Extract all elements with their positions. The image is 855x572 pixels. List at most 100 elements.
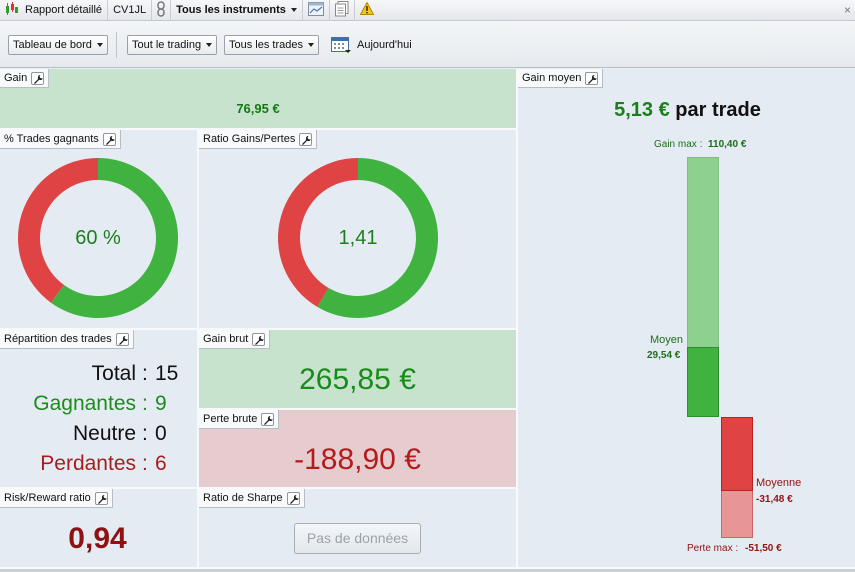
wrench-icon[interactable] <box>286 491 300 505</box>
gain-tab: Gain <box>0 69 50 88</box>
risk-reward-tab: Risk/Reward ratio <box>0 489 113 508</box>
chevron-down-icon <box>290 8 297 12</box>
calendar-icon <box>331 35 351 56</box>
gross-loss-tab: Perte brute <box>199 410 280 429</box>
total-label: Total <box>91 362 136 385</box>
close-icon[interactable]: × <box>843 3 851 17</box>
loss-sep: : <box>142 452 148 475</box>
chart-window-icon <box>307 1 324 19</box>
sharpe-title: Ratio de Sharpe <box>203 492 283 504</box>
neutral-value: 0 <box>155 422 167 445</box>
gross-gain-value: 265,85 € <box>299 363 416 396</box>
document-icon <box>334 0 349 20</box>
account-selector[interactable]: CV1JL <box>108 0 153 21</box>
max-gain-label: Gain max : <box>654 139 703 150</box>
loss-segment <box>278 158 358 307</box>
trades-label: Tous les trades <box>229 39 303 51</box>
account-label: CV1JL <box>113 4 147 16</box>
ratio-tab: Ratio Gains/Pertes <box>199 130 318 149</box>
win-segment <box>50 158 178 318</box>
gross-gain-tab: Gain brut <box>199 330 271 349</box>
risk-reward-panel: Risk/Reward ratio <box>0 489 199 569</box>
wrench-icon[interactable] <box>115 332 129 346</box>
loss-label: Perdantes <box>40 452 136 475</box>
win-sep: : <box>142 392 148 415</box>
wrench-icon[interactable] <box>94 491 108 505</box>
gross-gain-panel: Gain brut <box>199 330 518 410</box>
top-bar: Rapport détaillé CV1JL Tous les instrume… <box>0 0 855 21</box>
report-label: Rapport détaillé <box>25 4 103 16</box>
document-button[interactable] <box>330 0 355 21</box>
chevron-down-icon <box>307 43 314 48</box>
avg-label: Moyen <box>650 334 684 346</box>
gross-gain-title: Gain brut <box>203 333 249 345</box>
win-value: 9 <box>155 392 167 415</box>
gross-loss-value: -188,90 € <box>294 443 421 476</box>
avg-gain-bar <box>687 347 719 417</box>
total-sep: : <box>142 362 148 385</box>
gain-title: Gain <box>4 72 28 84</box>
date-selector[interactable]: Aujourd'hui <box>331 35 412 55</box>
gross-loss-panel: Perte brute <box>199 410 518 489</box>
no-data-button[interactable]: Pas de données <box>294 523 421 554</box>
risk-reward-title: Risk/Reward ratio <box>4 492 91 504</box>
trading-dropdown[interactable]: Tout le trading <box>127 35 218 55</box>
chain-link-icon <box>157 0 165 20</box>
detailed-report-tab[interactable]: Rapport détaillé <box>0 0 109 21</box>
dashboard-dropdown[interactable]: Tableau de bord <box>8 35 108 55</box>
gain-value: 76,95 € <box>236 101 280 116</box>
trading-label: Tout le trading <box>132 39 202 51</box>
bottom-scroll-strip <box>0 569 855 572</box>
repartition-tab: Répartition des trades <box>0 330 134 349</box>
trades-dropdown[interactable]: Tous les trades <box>224 35 319 55</box>
date-label: Aujourd'hui <box>357 39 412 51</box>
repartition-title: Répartition des trades <box>4 333 112 345</box>
avg-gain-headline: 5,13 € par trade <box>520 99 855 122</box>
wrench-icon[interactable] <box>261 412 275 426</box>
wrench-icon[interactable] <box>102 132 116 146</box>
wrench-icon[interactable] <box>31 71 45 85</box>
loss-segment <box>18 158 98 303</box>
win-pct-center-label: 60 % <box>75 227 121 249</box>
neutral-sep: : <box>142 422 148 445</box>
total-value: 15 <box>155 362 179 385</box>
wrench-icon[interactable] <box>252 332 266 346</box>
neutral-label: Neutre <box>72 422 136 445</box>
chevron-down-icon <box>206 43 213 48</box>
gain-segment <box>317 158 438 318</box>
ratio-donut <box>278 158 438 318</box>
dashboard-label: Tableau de bord <box>13 39 92 51</box>
wrench-icon[interactable] <box>299 132 313 146</box>
gain-panel: Gain <box>0 69 518 130</box>
instruments-label: Tous les instruments <box>176 4 286 16</box>
avg-loss-label: Moyenne <box>756 477 802 489</box>
repartition-panel: Répartition des trades <box>0 330 199 489</box>
warning-icon <box>359 1 375 18</box>
toolbar-divider <box>116 32 117 58</box>
avg-loss-bar <box>721 417 753 492</box>
avg-gain-title: Gain moyen <box>522 72 582 84</box>
avg-value: 29,54 € <box>647 350 681 361</box>
chevron-down-icon <box>96 43 103 48</box>
sharpe-tab: Ratio de Sharpe <box>199 489 305 508</box>
win-pct-title: % Trades gagnants <box>4 133 99 145</box>
chart-button[interactable] <box>303 0 330 21</box>
instruments-dropdown[interactable]: Tous les instruments <box>171 0 303 21</box>
ratio-center-label: 1,41 <box>338 227 378 249</box>
gross-loss-title: Perte brute <box>203 413 258 425</box>
loss-value: 6 <box>155 452 167 475</box>
avg-gain-headline-suffix: par trade <box>669 99 761 121</box>
ratio-title: Ratio Gains/Pertes <box>203 133 296 145</box>
max-gain-value: 110,40 € <box>708 139 747 150</box>
win-pct-donut <box>18 158 178 318</box>
link-toggle[interactable] <box>152 0 172 21</box>
risk-reward-value: 0,94 <box>68 522 127 555</box>
wrench-icon[interactable] <box>585 71 599 85</box>
max-loss-value: -51,50 € <box>745 543 782 554</box>
avg-gain-panel: Gain moyen <box>518 69 855 569</box>
win-pct-tab: % Trades gagnants <box>0 130 121 149</box>
avg-gain-tab: Gain moyen <box>518 69 604 88</box>
candlestick-icon <box>5 1 19 19</box>
avg-loss-value: -31,48 € <box>756 494 793 505</box>
warning-button[interactable] <box>355 0 379 21</box>
